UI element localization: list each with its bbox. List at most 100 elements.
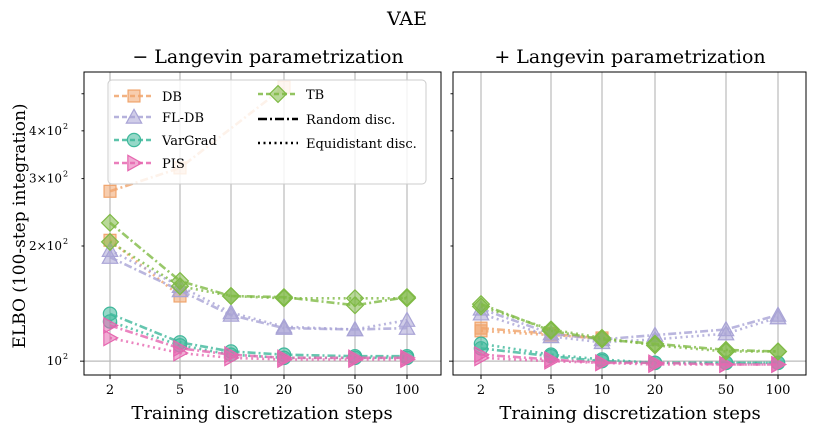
series-fl-db-dashdot <box>472 299 787 347</box>
legend-label: Random disc. <box>306 113 395 128</box>
series-line <box>480 307 779 341</box>
data-point <box>274 289 294 308</box>
panel-right-x-ticks: 2 5 10 20 50 100 <box>477 375 791 398</box>
series-line <box>480 329 603 340</box>
legend-entry-vargrad: VarGrad <box>114 132 217 149</box>
data-point <box>103 316 119 335</box>
x-tick-label: 20 <box>276 383 293 398</box>
data-point <box>768 342 788 361</box>
series-line <box>109 240 407 300</box>
panel-right-title: + Langevin parametrization <box>494 46 765 68</box>
series-tb-dotted <box>100 232 417 308</box>
legend: DB FL-DB VarGrad PIS TB Random disc. Equidista… <box>107 79 427 185</box>
data-point <box>221 286 241 306</box>
data-point <box>346 320 364 337</box>
panel-right: + Langevin parametrization 2 5 10 20 50 100 T… <box>449 46 807 424</box>
data-point <box>100 232 120 252</box>
data-point <box>103 184 117 198</box>
data-point <box>541 320 561 339</box>
legend-marker <box>125 108 143 124</box>
y-tick-label-exponent: 2 <box>63 170 68 179</box>
x-tick-label: 20 <box>647 383 664 398</box>
panel-left-frame <box>83 71 442 376</box>
data-point <box>645 336 665 355</box>
series-line <box>109 255 408 331</box>
x-tick-label: 50 <box>347 383 364 398</box>
data-point <box>595 354 611 372</box>
data-point <box>719 355 735 374</box>
x-tick-label: 2 <box>477 383 485 398</box>
y-tick-label-exponent: 2 <box>63 122 68 131</box>
series-pis-dotted <box>103 329 416 369</box>
data-point <box>397 289 417 308</box>
data-point <box>277 350 293 369</box>
series-line <box>480 342 778 365</box>
panel-left-title: − Langevin parametrization <box>132 46 403 68</box>
y-axis-label: ELBO (100-step integration) <box>10 103 30 348</box>
legend-entry-pis: PIS <box>114 154 185 172</box>
series-fl-db-dashdot <box>101 248 416 337</box>
series-line <box>109 336 407 361</box>
series-pis-dashdot <box>474 345 787 374</box>
data-point <box>474 349 490 367</box>
x-tick-label: 10 <box>223 383 240 398</box>
legend-label: DB <box>162 90 182 105</box>
data-point <box>103 329 119 347</box>
panel-right-x-axis-label: Training discretization steps <box>499 403 760 424</box>
legend-label: VarGrad <box>161 134 217 149</box>
legend-marker <box>127 89 141 103</box>
series-fl-db-dotted <box>472 304 787 350</box>
legend-entry-dotted: Equidistant disc. <box>258 137 417 152</box>
data-point <box>474 324 488 338</box>
series-tb-dashdot <box>100 213 417 315</box>
data-point <box>648 355 664 374</box>
x-tick-label: 100 <box>395 383 420 398</box>
legend-entry-fl-db: FL-DB <box>114 108 204 126</box>
figure-title: VAE <box>386 8 427 30</box>
series-line <box>480 305 778 353</box>
x-tick-label: 50 <box>718 383 735 398</box>
legend-entry-db: DB <box>114 89 182 105</box>
legend-label: Equidistant disc. <box>306 137 417 152</box>
series-line <box>480 312 779 344</box>
data-point <box>398 319 416 335</box>
x-tick-label: 100 <box>766 383 791 398</box>
panel-right-series <box>471 294 788 374</box>
data-point <box>275 317 293 334</box>
legend-marker <box>127 154 143 172</box>
legend-box <box>107 79 427 185</box>
legend-marker <box>126 132 142 148</box>
panel-left-x-ticks: 2 5 10 20 50 100 <box>106 375 420 398</box>
data-point <box>345 289 365 308</box>
y-tick-label: 4×10 <box>29 124 62 138</box>
panel-left-x-axis-label: Training discretization steps <box>131 403 392 424</box>
y-tick-label: 3×10 <box>29 172 62 186</box>
x-tick-label: 2 <box>106 383 114 398</box>
legend-entry-tb: TB <box>258 84 324 104</box>
legend-marker <box>268 84 288 104</box>
data-point <box>471 297 491 316</box>
panel-right-frame <box>452 71 807 376</box>
legend-label: FL-DB <box>162 111 204 126</box>
series-pis-dotted <box>474 349 787 374</box>
data-point <box>398 311 416 327</box>
data-point <box>348 350 364 369</box>
series-tb-dotted <box>471 297 788 361</box>
y-tick-label: 2×10 <box>29 239 62 253</box>
data-point <box>771 355 787 374</box>
y-tick-label: 10 <box>47 354 62 368</box>
data-point <box>100 213 120 233</box>
legend-entry-dashdot: Random disc. <box>258 113 395 128</box>
x-tick-label: 5 <box>547 383 555 398</box>
data-point <box>173 344 189 362</box>
x-tick-label: 10 <box>594 383 611 398</box>
data-point <box>716 342 736 361</box>
series-line <box>109 249 408 331</box>
panel-left-y-ticks: 10 22×10 23×10 24×10 2 <box>29 93 84 368</box>
x-tick-label: 5 <box>176 383 184 398</box>
series-vargrad-dashdot <box>102 306 415 364</box>
data-point <box>222 303 240 320</box>
data-point <box>769 308 787 325</box>
data-point <box>544 352 560 370</box>
